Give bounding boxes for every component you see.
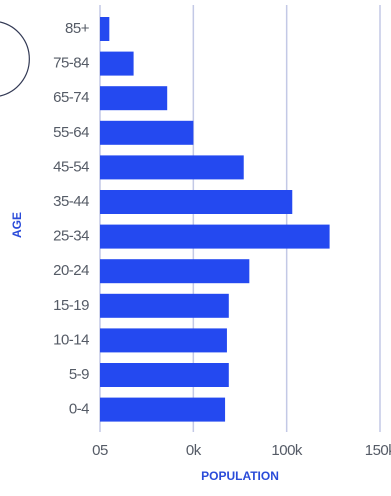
y-tick-label: 65-74	[53, 89, 89, 106]
bar	[100, 328, 227, 353]
x-tick-label: 150k	[365, 442, 391, 459]
bar	[100, 224, 330, 249]
decorative-arc	[0, 21, 30, 97]
y-tick-label: 35-44	[53, 193, 89, 210]
bar	[100, 397, 226, 422]
y-tick-label: 75-84	[53, 55, 89, 72]
bar	[100, 155, 244, 180]
x-axis-title: POPULATION	[201, 469, 279, 483]
y-tick-label: 25-34	[53, 228, 89, 245]
x-tick-label: 100k	[271, 442, 303, 459]
y-tick-label: 0-4	[69, 401, 89, 418]
y-tick-label: 5-9	[69, 366, 89, 383]
y-tick-label: 15-19	[53, 297, 89, 314]
y-tick-label: 55-64	[53, 124, 89, 141]
bar	[100, 17, 110, 41]
x-tick-label: 05	[92, 442, 108, 459]
bar	[100, 51, 134, 76]
y-axis-title: AGE	[10, 212, 24, 238]
bar	[100, 120, 194, 145]
bar	[100, 363, 229, 387]
bar	[100, 293, 229, 318]
bar	[100, 259, 250, 284]
bar	[100, 86, 168, 111]
y-tick-label: 20-24	[53, 262, 89, 279]
y-tick-label: 85+	[65, 20, 90, 37]
bar	[100, 190, 293, 214]
y-tick-label: 10-14	[53, 331, 89, 348]
x-tick-label: 0k	[186, 442, 202, 459]
y-tick-label: 45-54	[53, 158, 89, 175]
